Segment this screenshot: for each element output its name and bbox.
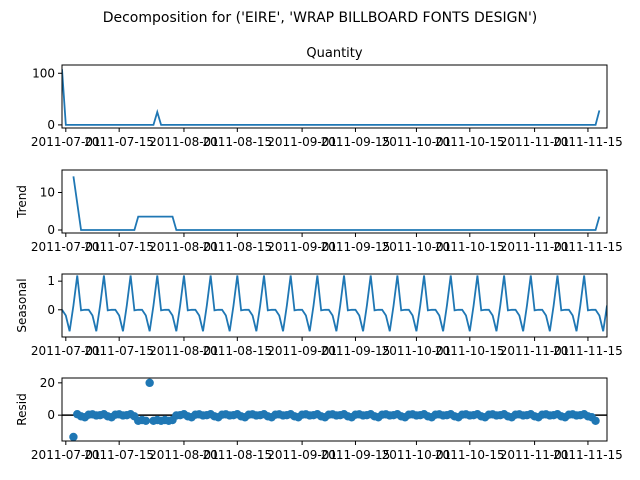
axes-frame xyxy=(61,273,608,338)
plot-area-trend xyxy=(72,176,601,231)
x-tick-label: 2011-10-15 xyxy=(435,448,505,462)
y-tick-label: 0 xyxy=(47,408,55,422)
x-tick-label: 2011-11-01 xyxy=(500,344,570,358)
x-tick-label: 2011-07-15 xyxy=(84,344,154,358)
y-axis-label: Seasonal xyxy=(15,278,29,332)
subplot-group: Quantity01002011-07-012011-07-152011-08-… xyxy=(15,46,623,462)
x-tick-label: 2011-08-01 xyxy=(149,448,219,462)
x-tick-label: 2011-08-01 xyxy=(149,344,219,358)
x-tick-label: 2011-07-15 xyxy=(84,135,154,149)
x-tick-label: 2011-09-15 xyxy=(321,344,391,358)
plot-area-resid xyxy=(62,378,607,441)
axes-frame xyxy=(61,377,608,442)
x-tick-label: 2011-10-15 xyxy=(435,135,505,149)
x-tick-label: 2011-09-01 xyxy=(267,135,337,149)
x-tick-label: 2011-10-01 xyxy=(382,135,452,149)
resid-point xyxy=(69,432,78,441)
y-tick-label: 100 xyxy=(32,66,55,80)
x-tick-label: 2011-11-15 xyxy=(553,240,623,254)
x-tick-label: 2011-09-01 xyxy=(267,344,337,358)
x-tick-label: 2011-07-01 xyxy=(31,344,101,358)
subplot-observed: Quantity01002011-07-012011-07-152011-08-… xyxy=(31,46,623,149)
subplot-trend: Trend0102011-07-012011-07-152011-08-0120… xyxy=(15,169,623,254)
resid-point xyxy=(141,416,151,426)
x-tick-label: 2011-08-15 xyxy=(202,344,272,358)
x-tick-label: 2011-10-01 xyxy=(382,448,452,462)
y-tick-label: 1 xyxy=(47,274,55,288)
x-tick-label: 2011-07-01 xyxy=(31,240,101,254)
y-axis-label: Resid xyxy=(15,393,29,425)
series-line-seasonal xyxy=(62,275,607,332)
x-tick-label: 2011-10-15 xyxy=(435,344,505,358)
plot-area-seasonal xyxy=(62,275,607,332)
x-tick-label: 2011-08-15 xyxy=(202,448,272,462)
y-tick-label: 0 xyxy=(47,303,55,317)
y-tick-label: 0 xyxy=(47,118,55,132)
subplot-title: Quantity xyxy=(306,46,362,61)
x-tick-label: 2011-09-15 xyxy=(321,448,391,462)
y-axis-label: Trend xyxy=(15,185,29,219)
axes-frame xyxy=(61,169,608,234)
series-line-quantity xyxy=(62,69,601,126)
resid-point xyxy=(145,378,154,388)
resid-point xyxy=(591,416,600,426)
x-tick-label: 2011-08-01 xyxy=(149,135,219,149)
x-tick-label: 2011-10-01 xyxy=(382,344,452,358)
y-tick-label: 10 xyxy=(40,186,55,200)
x-tick-label: 2011-11-15 xyxy=(553,135,623,149)
x-tick-label: 2011-11-01 xyxy=(500,135,570,149)
x-tick-label: 2011-07-15 xyxy=(84,240,154,254)
y-tick-label: 20 xyxy=(40,376,55,390)
axes-frame xyxy=(61,64,608,129)
subplot-seasonal: Seasonal 0 1 2011-07-012011-07-152011-08-01… xyxy=(15,273,623,358)
x-tick-label: 2011-09-01 xyxy=(267,448,337,462)
x-tick-label: 2011-07-15 xyxy=(84,448,154,462)
x-tick-label: 2011-09-01 xyxy=(267,240,337,254)
x-tick-label: 2011-11-15 xyxy=(553,344,623,358)
subplot-resid: Resid 0202011-07-012011-07-152011-08-0120… xyxy=(15,376,623,462)
x-tick-label: 2011-09-15 xyxy=(321,135,391,149)
y-tick-label: 0 xyxy=(47,223,55,237)
series-line-trend xyxy=(72,176,601,231)
x-tick-label: 2011-08-15 xyxy=(202,240,272,254)
x-tick-label: 2011-11-15 xyxy=(553,448,623,462)
x-tick-label: 2011-08-01 xyxy=(149,240,219,254)
x-tick-label: 2011-10-01 xyxy=(382,240,452,254)
x-tick-label: 2011-11-01 xyxy=(500,240,570,254)
plot-area-observed xyxy=(62,69,601,126)
figure-suptitle: Decomposition for ('EIRE', 'WRAP BILLBOA… xyxy=(103,10,538,26)
x-tick-label: 2011-07-01 xyxy=(31,448,101,462)
x-tick-label: 2011-11-01 xyxy=(500,448,570,462)
x-tick-label: 2011-10-15 xyxy=(435,240,505,254)
x-tick-label: 2011-09-15 xyxy=(321,240,391,254)
x-tick-label: 2011-08-15 xyxy=(202,135,272,149)
x-tick-label: 2011-07-01 xyxy=(31,135,101,149)
